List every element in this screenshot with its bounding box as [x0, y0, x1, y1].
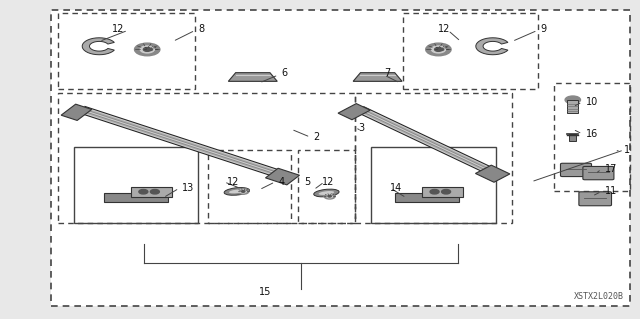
Circle shape: [143, 48, 151, 51]
Text: 16: 16: [586, 129, 598, 139]
Text: 6: 6: [282, 68, 288, 78]
Circle shape: [241, 190, 245, 192]
FancyBboxPatch shape: [422, 187, 463, 197]
Circle shape: [435, 48, 442, 51]
Polygon shape: [353, 73, 402, 81]
Circle shape: [431, 46, 445, 53]
FancyBboxPatch shape: [568, 100, 578, 113]
Circle shape: [326, 195, 333, 198]
Circle shape: [150, 189, 159, 194]
FancyBboxPatch shape: [104, 193, 168, 202]
Text: 8: 8: [198, 24, 205, 34]
Polygon shape: [338, 104, 370, 120]
Text: 2: 2: [314, 132, 320, 142]
FancyBboxPatch shape: [569, 134, 577, 141]
Polygon shape: [476, 38, 508, 55]
FancyBboxPatch shape: [131, 187, 172, 197]
Ellipse shape: [319, 191, 334, 195]
Polygon shape: [83, 38, 115, 55]
Circle shape: [134, 43, 160, 56]
Text: 1: 1: [624, 145, 630, 155]
Text: 12: 12: [438, 24, 451, 34]
Circle shape: [324, 193, 335, 199]
Polygon shape: [228, 73, 277, 81]
Circle shape: [328, 195, 332, 197]
Ellipse shape: [229, 189, 244, 193]
Circle shape: [240, 190, 246, 193]
FancyBboxPatch shape: [579, 192, 612, 206]
Text: 14: 14: [390, 183, 403, 193]
Text: XSTX2L020B: XSTX2L020B: [574, 293, 624, 301]
Text: 3: 3: [358, 122, 365, 133]
Circle shape: [440, 48, 444, 50]
Ellipse shape: [224, 188, 250, 195]
Circle shape: [139, 189, 148, 194]
Text: 4: 4: [278, 177, 285, 187]
Circle shape: [140, 46, 154, 53]
Polygon shape: [476, 165, 510, 182]
FancyBboxPatch shape: [561, 163, 591, 177]
FancyBboxPatch shape: [583, 167, 614, 180]
Text: 11: 11: [605, 186, 617, 197]
Circle shape: [565, 96, 580, 104]
Circle shape: [442, 189, 451, 194]
Text: 12: 12: [322, 177, 334, 187]
Polygon shape: [266, 168, 300, 185]
Text: 15: 15: [259, 287, 271, 297]
Circle shape: [143, 46, 157, 53]
Text: 13: 13: [182, 183, 195, 193]
Text: 12: 12: [112, 24, 124, 34]
Circle shape: [237, 189, 249, 194]
Circle shape: [147, 48, 154, 51]
Circle shape: [430, 189, 439, 194]
Ellipse shape: [314, 189, 339, 197]
Polygon shape: [61, 104, 92, 121]
Text: 12: 12: [227, 177, 239, 187]
Text: 17: 17: [605, 164, 617, 174]
Text: 9: 9: [541, 24, 547, 34]
FancyBboxPatch shape: [395, 193, 459, 202]
FancyBboxPatch shape: [51, 10, 630, 306]
Text: 7: 7: [384, 68, 390, 78]
Circle shape: [426, 43, 451, 56]
Text: 5: 5: [304, 177, 310, 187]
Circle shape: [438, 48, 445, 51]
Text: 10: 10: [586, 97, 598, 107]
Circle shape: [148, 48, 152, 50]
Circle shape: [435, 46, 449, 53]
